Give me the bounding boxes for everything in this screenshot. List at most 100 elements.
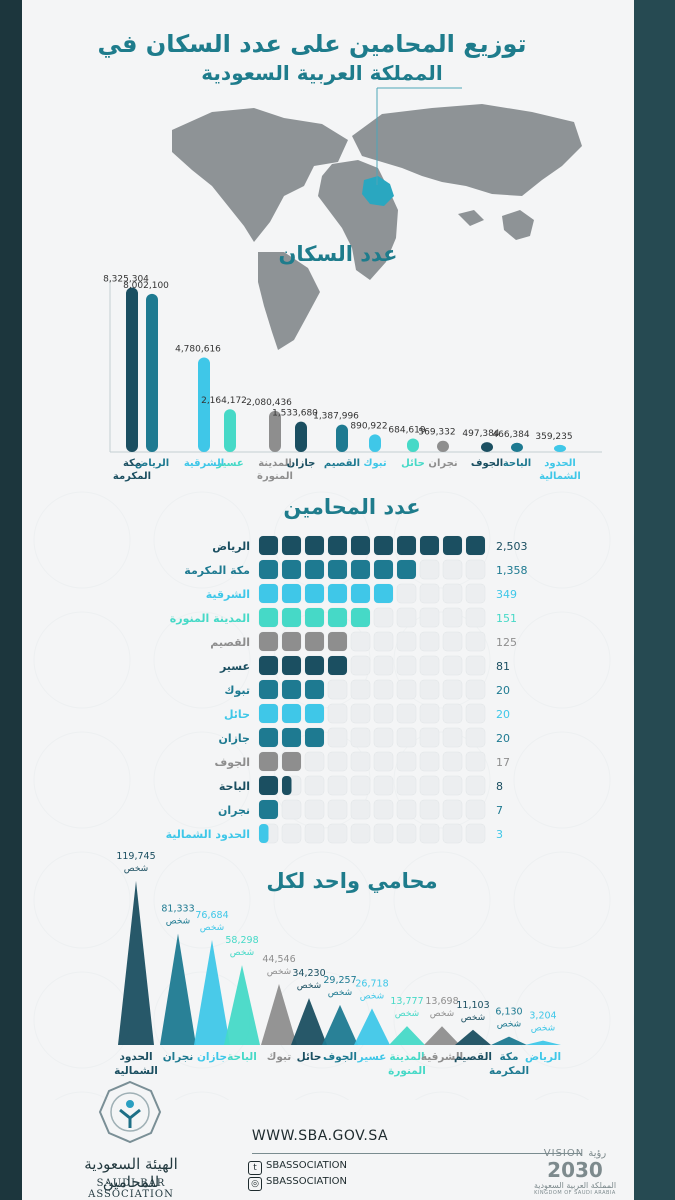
lawyers-square-filled-10-1 — [282, 776, 292, 795]
social-instagram[interactable]: ◎ SBASSOCIATION — [248, 1176, 347, 1191]
population-category-label-0-0: مكة — [123, 458, 141, 469]
population-category-label-12-0: الحدود — [544, 458, 576, 469]
lawyers-square-empty-11-7 — [419, 799, 440, 820]
instagram-icon: ◎ — [248, 1177, 262, 1191]
lawyers-square-empty-4-8 — [442, 631, 463, 652]
lawyers-square-empty-1-9 — [465, 559, 486, 580]
twitter-handle: SBASSOCIATION — [266, 1160, 348, 1171]
lawyers-square-empty-7-6 — [396, 703, 417, 724]
website-link[interactable]: WWW.SBA.GOV.SA — [251, 1128, 389, 1144]
sba-name-english: SAUDI BAR ASSOCIATION — [88, 1178, 174, 1200]
ratio-category-label-8-1: المنورة — [388, 1065, 426, 1077]
lawyers-square-empty-7-4 — [350, 703, 371, 724]
lawyers-square-filled-2-4 — [351, 584, 370, 603]
population-value-label-12: 359,235 — [535, 432, 572, 442]
lawyers-square-empty-1-7 — [419, 559, 440, 580]
lawyers-square-empty-7-8 — [442, 703, 463, 724]
lawyers-square-empty-11-9 — [465, 799, 486, 820]
ratio-unit-label-10: شخص — [461, 1013, 485, 1023]
ratio-category-label-7-0: عسير — [357, 1051, 387, 1063]
lawyers-square-empty-8-5 — [373, 727, 394, 748]
ratio-value-label-3: 58,298 — [225, 935, 258, 946]
ratio-triangle-7 — [354, 1008, 390, 1045]
lawyers-square-empty-11-2 — [304, 799, 325, 820]
ratio-category-label-9-0: الشرقية — [421, 1051, 463, 1063]
lawyers-square-empty-3-9 — [465, 607, 486, 628]
lawyers-square-empty-6-4 — [350, 679, 371, 700]
ratio-category-label-8-0: المدينة — [389, 1051, 424, 1063]
population-value-label-5: 1,533,680 — [272, 409, 318, 419]
instagram-handle: SBASSOCIATION — [266, 1176, 348, 1187]
lawyers-square-filled-0-6 — [397, 536, 416, 555]
right-frame-edge — [634, 0, 675, 1200]
ratio-category-label-12-0: الرياض — [525, 1051, 561, 1063]
population-value-label-2: 4,780,616 — [175, 345, 221, 355]
lawyers-square-empty-7-9 — [465, 703, 486, 724]
lawyers-square-empty-9-9 — [465, 751, 486, 772]
lawyers-category-label-11: نجران — [218, 804, 250, 817]
lawyers-square-filled-3-2 — [305, 608, 324, 627]
lawyers-square-filled-0-4 — [351, 536, 370, 555]
population-category-label-2-0: الشرقية — [184, 458, 224, 469]
lawyers-square-empty-10-7 — [419, 775, 440, 796]
lawyers-value-label-9: 17 — [496, 756, 510, 769]
lawyers-value-label-5: 81 — [496, 660, 510, 673]
population-category-label-4-0: المدينة — [258, 458, 292, 469]
lawyers-square-filled-8-1 — [282, 728, 301, 747]
ratio-value-label-11: 6,130 — [495, 1007, 522, 1018]
population-bar-3 — [224, 409, 236, 452]
population-bar-2 — [198, 357, 210, 452]
vision-label: VISION رؤية — [543, 1148, 607, 1159]
population-value-label-7: 890,922 — [350, 421, 387, 431]
population-bar-12 — [554, 444, 566, 452]
lawyers-value-label-0: 2,503 — [496, 540, 528, 553]
ratio-category-label-4-0: تبوك — [267, 1051, 291, 1063]
lawyers-square-empty-5-5 — [373, 655, 394, 676]
ratio-triangle-2 — [194, 939, 230, 1045]
vision-arabic: المملكة العربية السعودية — [533, 1181, 617, 1190]
social-twitter[interactable]: t SBASSOCIATION — [248, 1160, 347, 1175]
lawyers-square-empty-3-8 — [442, 607, 463, 628]
lawyers-category-label-5: عسير — [219, 660, 250, 673]
lawyers-square-empty-10-8 — [442, 775, 463, 796]
ratio-category-label-1-0: نجران — [163, 1051, 194, 1063]
ratio-triangle-11 — [491, 1036, 527, 1045]
ratio-unit-label-0: شخص — [124, 864, 148, 874]
lawyers-square-filled-0-3 — [328, 536, 347, 555]
population-category-label-3-0: عسير — [215, 458, 243, 469]
ratio-unit-label-7: شخص — [360, 991, 384, 1001]
lawyers-square-empty-6-5 — [373, 679, 394, 700]
lawyers-square-filled-10-0 — [259, 776, 278, 795]
lawyers-category-label-2: الشرقية — [206, 588, 250, 601]
ratio-category-label-11-1: المكرمة — [489, 1065, 529, 1077]
population-bar-7 — [369, 434, 381, 452]
lawyers-value-label-10: 8 — [496, 780, 503, 793]
lawyers-square-empty-7-3 — [327, 703, 348, 724]
lawyers-square-empty-6-7 — [419, 679, 440, 700]
ratio-unit-label-1: شخص — [166, 917, 190, 927]
lawyers-square-filled-1-4 — [351, 560, 370, 579]
lawyers-square-empty-8-6 — [396, 727, 417, 748]
lawyers-square-filled-1-1 — [282, 560, 301, 579]
left-frame-edge — [0, 0, 22, 1200]
ratio-category-label-0-0: الحدود — [119, 1051, 152, 1063]
population-bar-8 — [407, 438, 419, 452]
infographic-title-line2: المملكة العربية السعودية — [201, 61, 442, 85]
lawyers-square-filled-2-2 — [305, 584, 324, 603]
population-bar-6 — [336, 424, 348, 452]
ratio-category-label-11-0: مكة — [500, 1051, 519, 1063]
lawyers-square-empty-8-8 — [442, 727, 463, 748]
lawyers-square-filled-7-0 — [259, 704, 278, 723]
lawyers-square-filled-3-4 — [351, 608, 370, 627]
population-category-label-6-0: القصيم — [324, 458, 360, 469]
lawyers-square-filled-2-5 — [374, 584, 393, 603]
lawyers-value-label-3: 151 — [496, 612, 517, 625]
population-category-label-5-0: جازان — [287, 458, 316, 469]
lawyers-square-filled-6-2 — [305, 680, 324, 699]
population-value-label-9: 569,332 — [418, 428, 455, 438]
lawyers-square-filled-0-8 — [443, 536, 462, 555]
ratio-value-label-0: 119,745 — [116, 851, 155, 862]
lawyers-square-empty-9-8 — [442, 751, 463, 772]
lawyers-square-filled-4-0 — [259, 632, 278, 651]
lawyers-square-empty-11-8 — [442, 799, 463, 820]
